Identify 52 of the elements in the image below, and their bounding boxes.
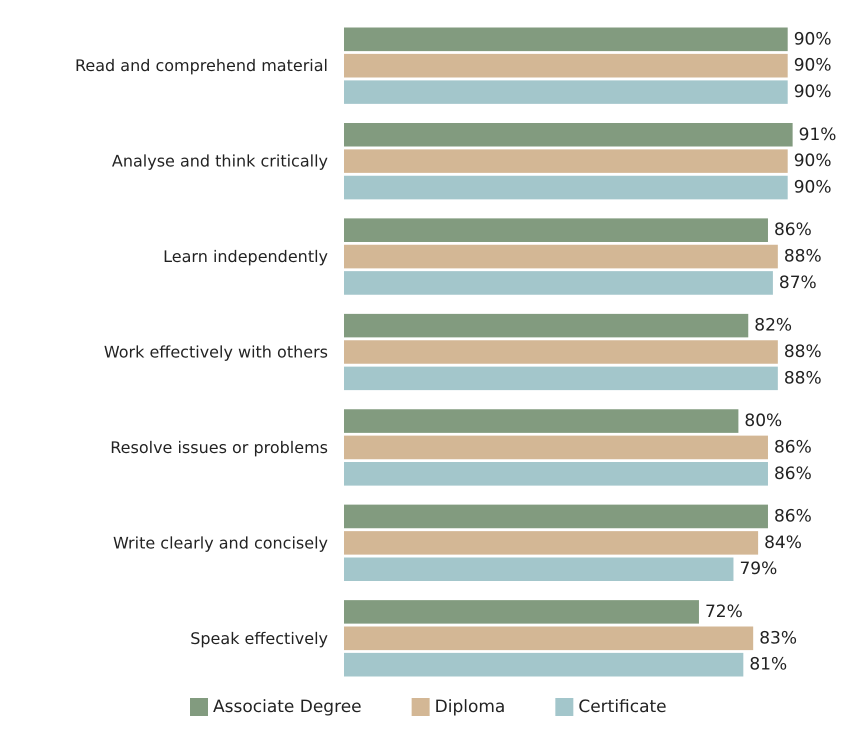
legend-label: Certificate [578,697,667,717]
bar [344,271,773,295]
bar [344,176,788,200]
data-label: 86% [774,506,812,526]
data-label: 80% [744,411,782,432]
bar [344,366,778,390]
bar [344,244,778,268]
data-label: 72% [704,602,743,622]
y-tick-label: Read and comprehend material [74,56,328,76]
bar [344,531,758,555]
bar [344,54,788,78]
y-tick-label: Resolve issues or problems [110,438,328,457]
legend-label: Associate Degree [213,697,362,717]
data-label: 88% [784,246,822,267]
bar [344,314,748,338]
data-label: 79% [739,559,778,580]
data-label: 81% [749,654,788,675]
bar [344,28,788,52]
bar [344,80,788,104]
data-label: 87% [778,272,817,293]
y-tick-label: Work effectively with others [104,342,328,362]
bar [344,122,793,147]
data-label: 88% [784,368,822,388]
data-label: 83% [759,628,797,648]
y-tick-label: Write clearly and concisely [112,533,328,552]
bar [344,340,778,364]
data-label: 84% [764,532,802,553]
bar [344,218,768,242]
data-label: 86% [774,464,812,484]
bar [344,600,699,624]
data-label: 86% [774,437,812,458]
bar [344,626,754,650]
y-tick-label: Analyse and think critically [112,152,328,171]
bar [344,462,768,486]
bar [344,436,768,460]
bar [344,149,788,173]
data-label: 86% [774,220,812,240]
data-label: 88% [784,342,822,362]
data-label: 90% [794,178,832,198]
data-label: 90% [794,82,832,102]
data-label: 90% [794,151,832,172]
bar [344,652,744,676]
legend-label: Diploma [434,697,506,717]
y-tick-label: Speak effectively [190,628,328,648]
data-label: 82% [754,316,792,336]
bar [344,409,738,433]
data-label: 91% [798,124,836,145]
data-label: 90% [794,56,832,76]
bar [344,504,768,528]
data-label: 90% [794,29,832,50]
bar [344,557,734,582]
y-tick-label: Learn independently [163,247,328,266]
